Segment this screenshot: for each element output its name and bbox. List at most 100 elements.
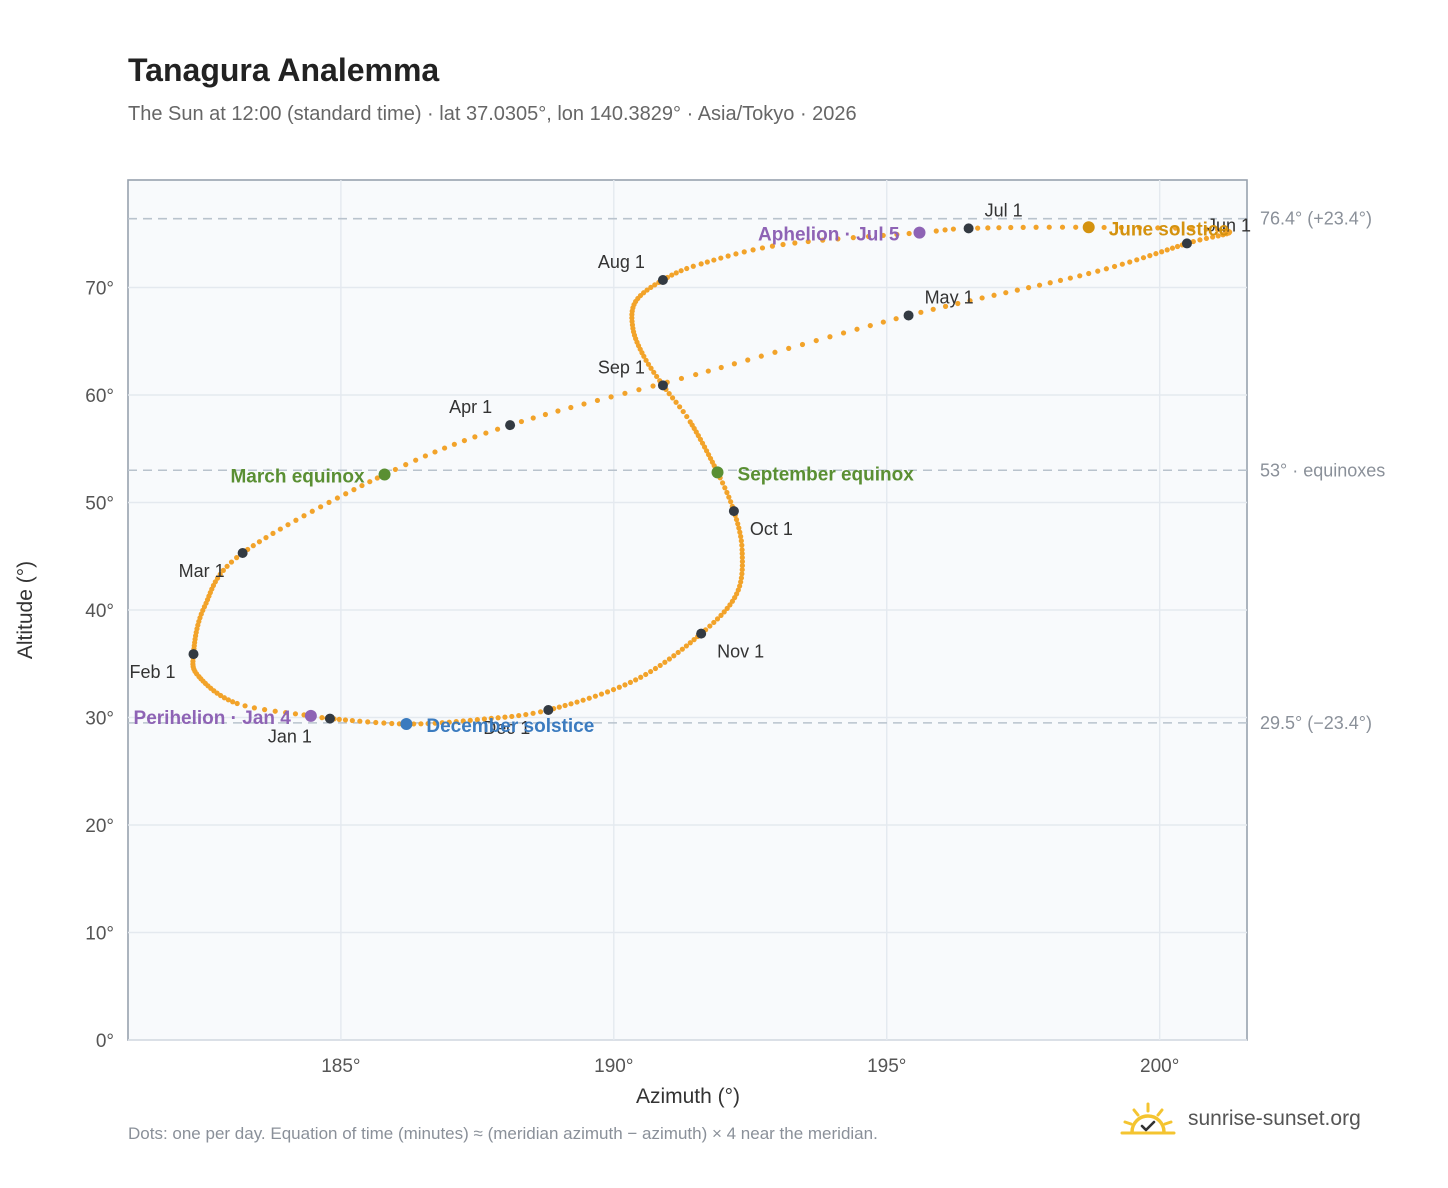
daily-dot <box>1046 224 1052 230</box>
daily-dot <box>1003 290 1009 296</box>
daily-dot <box>225 697 231 703</box>
daily-dot <box>441 445 448 451</box>
daily-dot <box>494 426 501 432</box>
daily-dot <box>451 441 457 447</box>
month-label: Jan 1 <box>268 727 312 747</box>
x-tick-label: 195° <box>867 1056 906 1077</box>
daily-dot <box>1174 243 1181 250</box>
daily-dot <box>703 448 710 454</box>
daily-dot <box>555 408 561 414</box>
daily-dot <box>996 225 1002 231</box>
daily-dot <box>750 247 756 253</box>
daily-dot <box>633 677 639 683</box>
x-axis-title: Azimuth (°) <box>636 1085 740 1108</box>
daily-dot <box>643 357 649 363</box>
reference-line-label: 76.4° (+23.4°) <box>1260 209 1372 229</box>
daily-dot <box>906 230 912 237</box>
daily-dot <box>422 453 428 459</box>
daily-dot <box>221 695 227 701</box>
month-marker <box>963 223 974 234</box>
daily-dot <box>718 612 724 618</box>
daily-dot <box>301 513 307 519</box>
daily-dot <box>735 521 741 527</box>
month-marker <box>1181 238 1192 249</box>
daily-dot <box>654 373 660 380</box>
daily-dot <box>975 225 981 231</box>
daily-dot <box>357 718 363 724</box>
daily-dot <box>556 704 562 710</box>
daily-dot <box>739 554 745 561</box>
daily-dot <box>684 265 690 272</box>
daily-dot <box>334 495 341 501</box>
daily-dot <box>950 226 956 232</box>
daily-dot <box>359 482 365 489</box>
footnote: Dots: one per day. Equation of time (min… <box>128 1124 878 1143</box>
daily-dot <box>701 444 708 450</box>
daily-dot <box>691 637 697 643</box>
reference-line-label: 53° · equinoxes <box>1260 460 1385 480</box>
daily-dot <box>683 643 690 649</box>
month-label: May 1 <box>925 287 974 307</box>
daily-dot <box>1059 224 1066 230</box>
daily-dot <box>745 357 751 363</box>
daily-dot <box>389 720 395 727</box>
daily-dot <box>942 303 949 309</box>
daily-dot <box>1159 249 1165 255</box>
daily-dot <box>880 319 886 325</box>
month-label: Mar 1 <box>179 561 225 581</box>
daily-dot <box>678 375 685 382</box>
month-marker <box>543 704 554 715</box>
daily-dot <box>224 563 230 569</box>
event-marker <box>1082 221 1095 234</box>
daily-dot <box>678 268 684 274</box>
daily-dot <box>669 395 676 401</box>
daily-dot <box>530 415 536 421</box>
daily-dot <box>721 609 727 615</box>
daily-dot <box>644 287 650 293</box>
daily-dot <box>432 720 438 726</box>
daily-dot <box>343 491 349 497</box>
daily-dot <box>530 710 536 716</box>
daily-dot <box>272 708 278 714</box>
month-marker <box>696 628 707 639</box>
daily-dot <box>234 555 240 561</box>
daily-dot <box>488 715 494 721</box>
daily-dot <box>967 298 973 304</box>
daily-dot <box>365 719 371 725</box>
daily-dot <box>880 232 886 239</box>
brand[interactable]: sunrise-sunset.org <box>1120 1102 1361 1136</box>
daily-dot <box>1147 253 1153 259</box>
daily-dot <box>594 397 601 404</box>
y-tick-label: 30° <box>85 709 114 730</box>
x-axis-ticks: 185° 190° 195° 200° <box>321 1056 1179 1077</box>
daily-dot <box>638 674 644 680</box>
daily-dot <box>739 567 745 573</box>
daily-dot <box>481 716 487 722</box>
daily-dot <box>677 404 683 410</box>
daily-dot <box>854 326 860 332</box>
daily-dot <box>699 440 706 446</box>
daily-dot <box>714 616 721 622</box>
daily-dot <box>413 457 419 463</box>
month-label: Jul 1 <box>985 200 1023 220</box>
daily-dot <box>805 238 811 245</box>
reference-lines: 76.4° (+23.4°) 53° · equinoxes 29.5° (−23.… <box>128 209 1385 733</box>
daily-dot <box>918 309 924 315</box>
daily-dot <box>1197 237 1203 243</box>
daily-dot <box>1190 238 1196 245</box>
month-marker <box>505 420 516 431</box>
daily-dot <box>509 713 515 720</box>
event-marker <box>400 717 413 730</box>
daily-dot <box>636 387 642 393</box>
daily-dot <box>270 530 276 536</box>
month-label: Nov 1 <box>717 642 764 662</box>
y-axis-title: Altitude (°) <box>14 561 37 659</box>
daily-dot <box>737 583 743 589</box>
daily-dot <box>930 306 936 312</box>
daily-dot <box>772 349 778 355</box>
daily-dot <box>648 668 654 675</box>
daily-dot <box>669 272 675 278</box>
daily-dot <box>411 721 417 727</box>
daily-dot <box>1203 235 1210 242</box>
